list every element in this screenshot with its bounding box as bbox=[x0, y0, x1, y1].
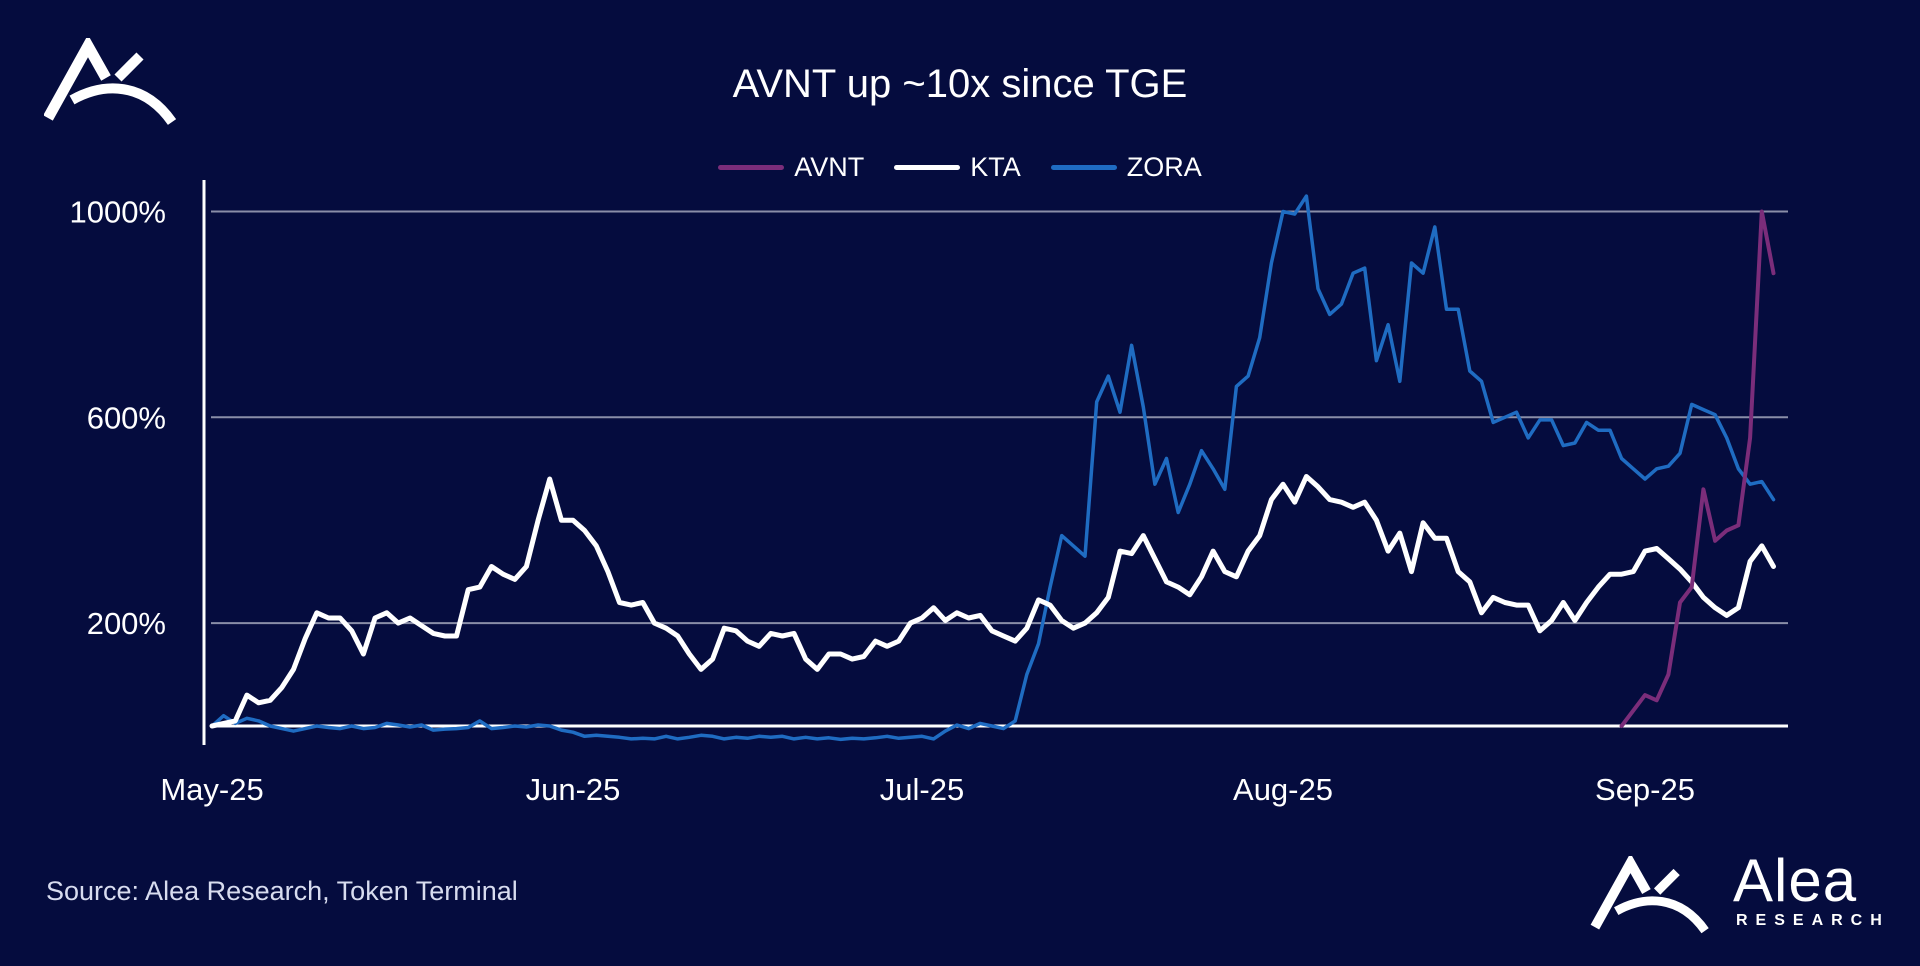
x-tick-label: Sep-25 bbox=[1595, 772, 1695, 807]
legend-swatch-zora bbox=[1050, 165, 1117, 170]
chart-title: AVNT up ~10x since TGE bbox=[732, 62, 1188, 106]
alea-logo-icon bbox=[44, 38, 176, 125]
y-tick-label: 200% bbox=[87, 606, 166, 641]
legend-swatch-kta bbox=[894, 165, 961, 170]
brand-subtitle: RESEARCH bbox=[1736, 912, 1890, 929]
x-tick-label: May-25 bbox=[160, 772, 263, 807]
legend-label-kta: KTA bbox=[970, 152, 1021, 182]
chart-legend: AVNT KTA ZORA bbox=[0, 152, 1920, 183]
legend-item-zora: ZORA bbox=[1050, 152, 1202, 183]
legend-item-avnt: AVNT bbox=[718, 152, 864, 183]
series-line-kta bbox=[209, 474, 1776, 729]
y-tick-label: 600% bbox=[87, 400, 166, 435]
alea-research-brand: Alea RESEARCH bbox=[1590, 847, 1890, 940]
alea-brand-logo-icon bbox=[1590, 856, 1709, 934]
legend-label-avnt: AVNT bbox=[794, 152, 865, 182]
brand-name: Alea bbox=[1733, 847, 1858, 914]
x-tick-label: Jul-25 bbox=[880, 772, 964, 807]
legend-item-kta: KTA bbox=[894, 152, 1021, 183]
x-tick-label: Jun-25 bbox=[526, 772, 621, 807]
series-line-avnt bbox=[1619, 209, 1776, 728]
legend-label-zora: ZORA bbox=[1126, 152, 1202, 182]
y-tick-label: 1000% bbox=[69, 195, 166, 230]
source-note: Source: Alea Research, Token Terminal bbox=[46, 876, 518, 906]
legend-swatch-avnt bbox=[718, 165, 785, 170]
x-tick-label: Aug-25 bbox=[1233, 772, 1333, 807]
series-line-zora bbox=[210, 194, 1776, 742]
